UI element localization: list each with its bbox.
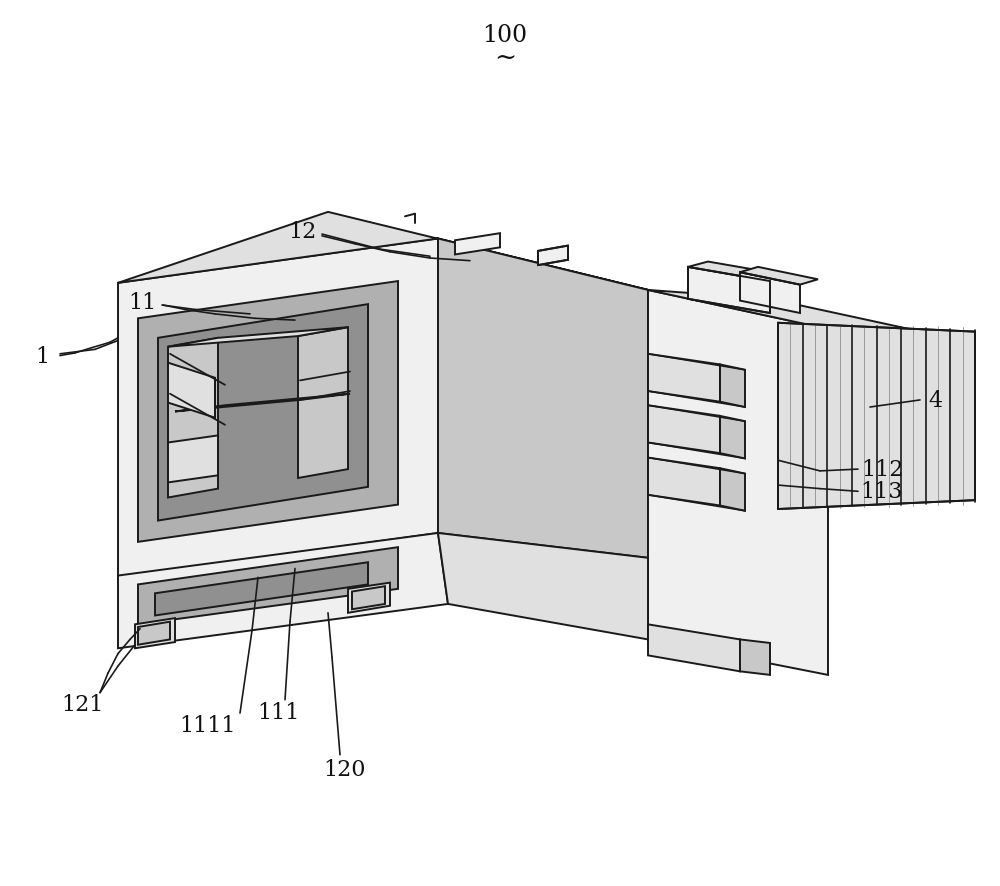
- Polygon shape: [138, 622, 170, 645]
- Polygon shape: [138, 282, 398, 542]
- Text: 12: 12: [288, 222, 316, 243]
- Polygon shape: [168, 363, 215, 418]
- Polygon shape: [155, 563, 368, 616]
- Text: 100: 100: [482, 24, 528, 47]
- Polygon shape: [118, 239, 438, 578]
- Polygon shape: [438, 533, 648, 640]
- Text: 121: 121: [61, 694, 103, 715]
- Text: 111: 111: [257, 702, 299, 723]
- Polygon shape: [648, 291, 828, 675]
- Polygon shape: [778, 323, 975, 509]
- Polygon shape: [135, 618, 175, 649]
- Polygon shape: [688, 262, 790, 282]
- Polygon shape: [455, 234, 500, 255]
- Polygon shape: [538, 246, 568, 266]
- Text: 1: 1: [35, 346, 49, 367]
- Polygon shape: [168, 328, 348, 347]
- Text: 11: 11: [128, 292, 156, 314]
- Polygon shape: [298, 328, 348, 478]
- Polygon shape: [168, 436, 218, 483]
- Polygon shape: [648, 625, 740, 672]
- Text: 113: 113: [861, 481, 903, 502]
- Polygon shape: [648, 354, 720, 402]
- Text: 4: 4: [928, 390, 942, 411]
- Polygon shape: [348, 583, 390, 613]
- Polygon shape: [648, 458, 720, 506]
- Polygon shape: [118, 533, 448, 649]
- Polygon shape: [118, 213, 648, 291]
- Polygon shape: [740, 640, 770, 675]
- Text: ∼: ∼: [494, 45, 516, 70]
- Polygon shape: [688, 268, 770, 314]
- Text: 1111: 1111: [180, 714, 236, 735]
- Polygon shape: [740, 273, 800, 314]
- Polygon shape: [740, 268, 818, 285]
- Polygon shape: [720, 416, 745, 459]
- Polygon shape: [168, 338, 218, 498]
- Polygon shape: [352, 587, 385, 610]
- Polygon shape: [438, 239, 648, 558]
- Polygon shape: [720, 365, 745, 408]
- Text: 112: 112: [861, 459, 903, 480]
- Polygon shape: [158, 305, 368, 521]
- Polygon shape: [138, 548, 398, 625]
- Polygon shape: [175, 394, 350, 412]
- Polygon shape: [648, 406, 720, 454]
- Text: 120: 120: [324, 758, 366, 780]
- Polygon shape: [720, 469, 745, 511]
- Polygon shape: [648, 291, 950, 338]
